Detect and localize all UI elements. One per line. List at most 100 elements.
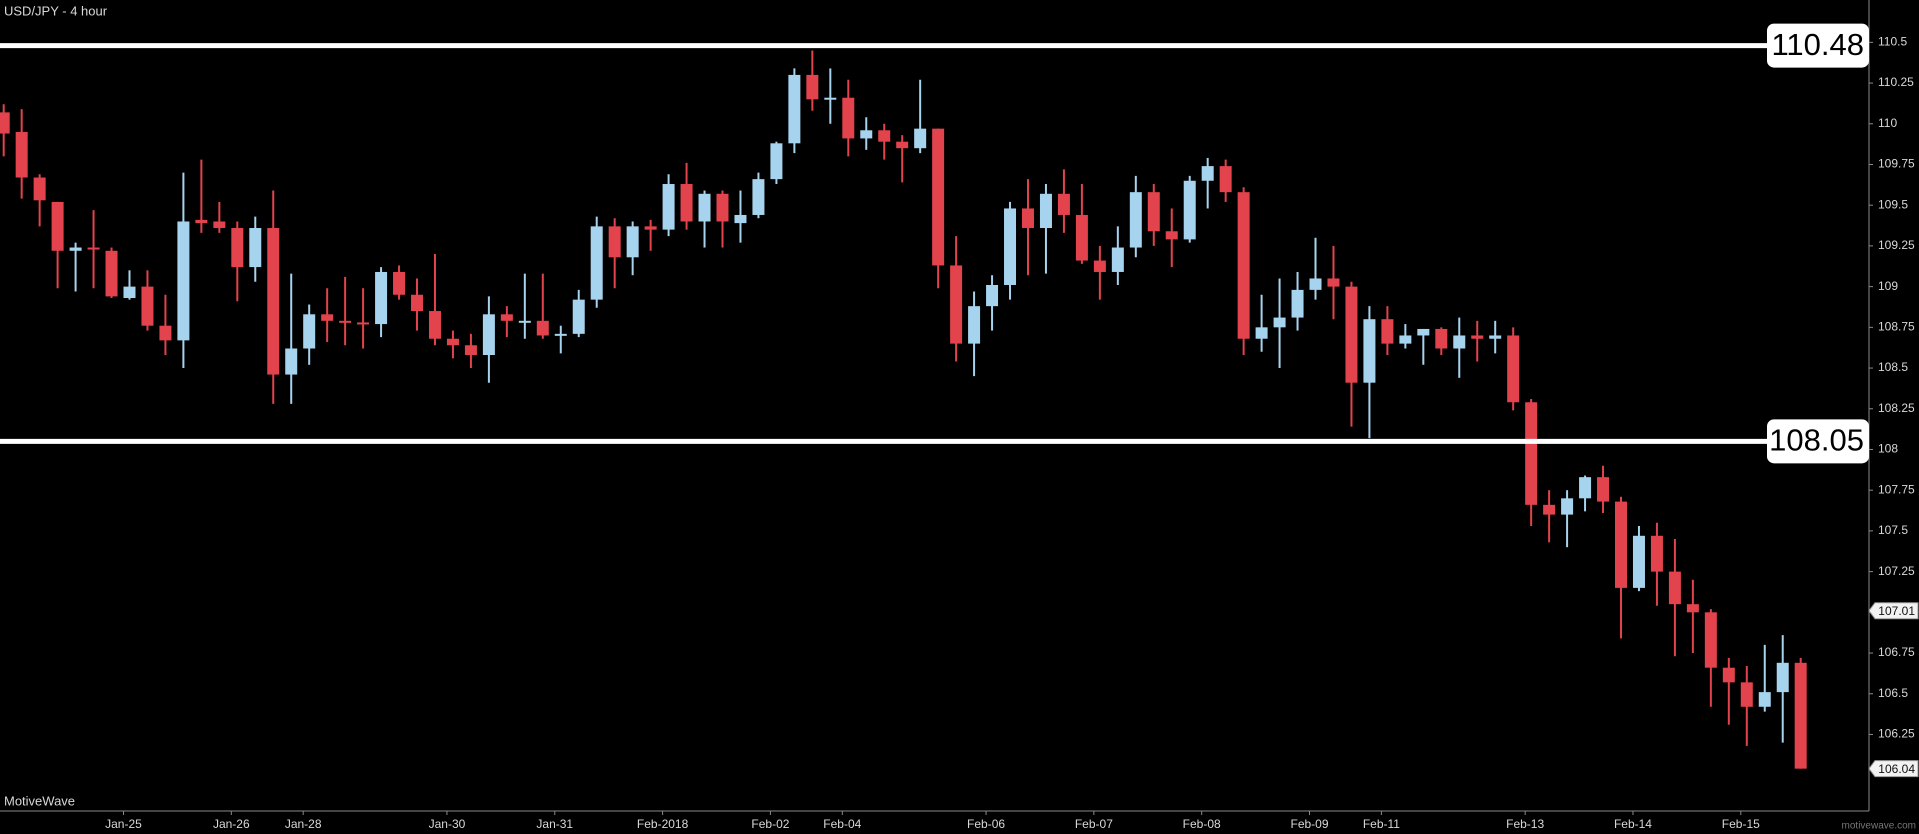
x-tick-label: Feb-15 [1722,817,1760,831]
y-tick-label: 107.5 [1878,523,1908,537]
y-tick-label: 106.5 [1878,686,1908,700]
x-tick-label: Feb-08 [1183,817,1221,831]
candle-body [860,130,873,139]
x-tick-label: Feb-11 [1363,817,1400,831]
candle-body [1435,328,1448,349]
candle-body [69,247,82,251]
candle-body [267,227,280,375]
y-tick-label: 109.25 [1878,238,1915,252]
candle-body [680,184,693,222]
candle-body [1597,477,1610,502]
candle-body [1291,289,1304,318]
x-tick-label: Jan-26 [213,817,250,831]
candle-body [1686,604,1699,613]
candle-body [914,128,927,149]
candle-body [1507,335,1520,403]
candle-body [1093,260,1106,272]
candle-body [500,314,513,321]
candle-body [986,284,999,307]
candle-body [1471,335,1484,339]
candle-body [303,314,316,349]
candle-body [1381,319,1394,344]
candle-body [1201,166,1214,181]
candle-body [1399,335,1412,344]
y-tick-label: 106.75 [1878,645,1915,659]
candle-body [1740,682,1753,707]
candle-body [1722,667,1735,683]
candle-body [1758,692,1771,707]
candle-body [1111,247,1124,272]
candle-body [1039,193,1052,228]
candle-body [806,74,819,100]
y-tick-label: 109.75 [1878,157,1915,171]
x-tick-label: Feb-06 [967,817,1005,831]
candle-body [788,74,801,144]
y-tick-label: 108.5 [1878,360,1908,374]
x-tick-label: Feb-09 [1290,817,1328,831]
x-tick-label: Jan-30 [429,817,466,831]
candle-body [123,286,136,299]
x-tick-label: Feb-02 [751,817,789,831]
price-marker-label: 107.01 [1878,604,1915,618]
candle-body [1650,535,1663,572]
level-label: 108.05 [1769,423,1864,458]
candle-body [1255,327,1268,339]
candle-body [698,193,711,222]
candle-body [159,325,172,341]
candle-body [375,271,388,325]
candle-body [105,250,118,297]
candle-body [1615,501,1627,588]
candle-body [321,314,334,321]
y-tick-label: 107.25 [1878,564,1915,578]
candle-body [770,143,783,180]
candle-body [1525,402,1538,505]
candle-body [339,320,352,323]
candle-body [213,221,226,228]
candle-body [1489,335,1502,339]
candle-body [1147,192,1160,232]
candle-body [1004,208,1017,285]
y-tick-label: 108.25 [1878,401,1915,415]
candle-body [1543,504,1556,515]
candle-body [1309,278,1322,290]
y-tick-label: 109 [1878,279,1898,293]
candle-body [1668,571,1681,605]
level-label-box [1767,419,1869,464]
candle-body [1057,193,1070,215]
candle-body [734,214,747,224]
candle-body [1327,278,1340,287]
price-marker-box [1868,760,1919,778]
candle-body [1273,317,1286,328]
y-tick-label: 110.5 [1878,35,1907,49]
candle-body [464,345,477,356]
candle-body [608,226,621,258]
candle-body [1129,192,1142,248]
candle-body [1165,231,1178,240]
candle-body [662,184,675,230]
y-tick-label: 108 [1878,442,1898,456]
x-tick-label: Jan-31 [536,817,573,831]
candle-body [446,338,459,346]
candle-body [626,226,639,258]
candle-body [1345,286,1358,383]
y-tick-label: 108.75 [1878,320,1915,334]
candle-body [716,193,729,222]
y-tick-label: 110 [1878,116,1897,130]
credit: motivewave.com [1842,821,1916,832]
x-tick-label: Feb-13 [1506,817,1544,831]
candle-body [428,311,441,339]
x-tick-label: Feb-07 [1075,817,1113,831]
x-tick-label: Feb-14 [1614,817,1652,831]
candle-body [285,348,298,375]
x-tick-label: Feb-2018 [637,817,689,831]
level-label-box [1767,23,1869,68]
price-marker-box [1868,602,1919,620]
candle-body [1183,180,1196,240]
candle-body [1237,192,1250,339]
candle-body [51,201,64,251]
candle-body [393,271,406,295]
candle-body [752,179,765,215]
candle-body [1632,535,1645,588]
candle-body [1075,214,1088,261]
candle-body [1794,662,1807,769]
